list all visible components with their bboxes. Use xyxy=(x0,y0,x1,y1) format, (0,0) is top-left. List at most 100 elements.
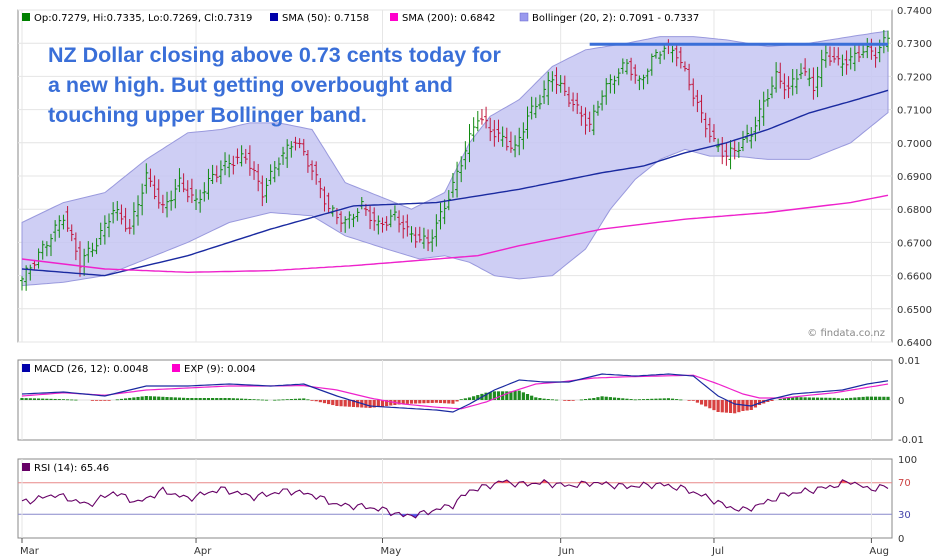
ohlc-bar xyxy=(94,238,99,255)
macd-histogram-bar xyxy=(832,397,836,400)
macd-histogram-bar xyxy=(430,400,434,403)
legend-swatch-macd xyxy=(22,364,30,372)
macd-histogram-bar xyxy=(749,400,753,410)
ohlc-bar xyxy=(156,179,161,209)
ohlc-bar xyxy=(322,186,327,212)
rsi-ytick-100: 100 xyxy=(898,455,917,466)
macd-histogram-bar xyxy=(128,397,132,400)
macd-histogram-bar xyxy=(306,399,310,401)
price-legend: Op:0.7279, Hi:0.7335, Lo:0.7269, Cl:0.73… xyxy=(22,12,699,24)
bollinger-band-area xyxy=(21,30,889,287)
macd-histogram-bar xyxy=(293,398,298,400)
macd-histogram-bar xyxy=(517,390,521,400)
ohlc-bar xyxy=(239,145,244,167)
macd-histogram-bar xyxy=(144,396,148,400)
ohlc-bar xyxy=(699,94,704,123)
macd-histogram-bar xyxy=(675,399,679,400)
ohlc-bar xyxy=(148,168,153,188)
macd-histogram-bar xyxy=(401,400,405,404)
ohlc-bar xyxy=(711,124,716,142)
macd-histogram-bar xyxy=(803,397,807,400)
macd-histogram-bar xyxy=(202,398,206,400)
ohlc-bar xyxy=(691,78,696,107)
macd-histogram-bar xyxy=(24,398,28,400)
macd-histogram-bar xyxy=(791,396,795,400)
macd-histogram-bar xyxy=(281,399,285,401)
macd-histogram-bar xyxy=(608,397,612,400)
macd-histogram-bar xyxy=(61,399,66,400)
macd-histogram-bar xyxy=(322,400,327,404)
price-ytick-label: 0.7200 xyxy=(897,72,932,83)
ohlc-bar xyxy=(757,99,762,131)
ohlc-bar xyxy=(865,38,870,59)
ohlc-bar xyxy=(177,168,182,193)
macd-histogram-bar xyxy=(140,396,144,400)
ohlc-bar xyxy=(185,180,190,203)
ohlc-bar xyxy=(886,30,890,52)
ohlc-bar xyxy=(786,76,791,99)
macd-histogram-bar xyxy=(699,400,704,405)
ohlc-bars xyxy=(20,29,890,291)
macd-histogram-bar xyxy=(28,398,32,400)
macd-histogram-bar xyxy=(857,397,861,400)
ohlc-bar xyxy=(318,178,323,199)
ohlc-bar xyxy=(343,216,348,233)
ohlc-bar xyxy=(600,90,605,111)
ohlc-bar xyxy=(194,189,199,211)
ohlc-bar xyxy=(732,140,737,160)
macd-histogram-bar xyxy=(277,399,281,401)
macd-histogram-bar xyxy=(240,398,244,400)
macd-histogram-bar xyxy=(74,399,78,401)
ohlc-bar xyxy=(90,242,95,257)
ohlc-bar xyxy=(392,205,397,221)
macd-histogram-bar xyxy=(327,400,331,405)
macd-histogram-bar xyxy=(219,398,223,400)
legend-rsi: RSI (14): 65.46 xyxy=(34,463,109,474)
macd-histogram-bar xyxy=(687,400,691,401)
ohlc-bar xyxy=(173,179,178,209)
price-y-axis: 0.6400 0.6500 0.6600 0.6700 0.6800 0.6900 0.70… xyxy=(897,6,932,349)
macd-histogram-bar xyxy=(227,398,231,400)
ohlc-bar xyxy=(566,86,571,107)
ohlc-bar xyxy=(355,208,360,222)
ohlc-bar xyxy=(637,75,642,91)
ohlc-bar xyxy=(479,108,484,125)
ohlc-bar xyxy=(769,76,774,99)
ohlc-bar xyxy=(670,45,675,63)
macd-histogram-bar xyxy=(621,398,625,400)
ohlc-bar xyxy=(587,111,592,132)
macd-histogram-bar xyxy=(339,400,343,407)
macd-histogram-bar xyxy=(513,391,517,400)
ohlc-bar xyxy=(28,264,33,281)
ohlc-bar xyxy=(413,227,418,248)
macd-histogram-bar xyxy=(886,396,890,400)
ohlc-bar xyxy=(496,119,501,143)
macd-histogram-bar xyxy=(583,399,588,400)
ohlc-bar xyxy=(513,135,518,158)
macd-histogram-bar xyxy=(728,400,733,413)
macd-histogram-bar xyxy=(94,400,99,401)
watermark: © findata.co.nz xyxy=(807,328,885,339)
macd-histogram-bar xyxy=(617,397,621,400)
macd-histogram-bar xyxy=(173,397,177,400)
macd-histogram-bar xyxy=(820,397,824,400)
ohlc-bar xyxy=(405,214,410,237)
macd-histogram-bar xyxy=(447,400,451,404)
macd-histogram-bar xyxy=(364,400,368,408)
ohlc-bar xyxy=(616,68,621,86)
macd-histogram-bar xyxy=(534,397,538,400)
ohlc-bar xyxy=(782,73,787,100)
macd-histogram-bar xyxy=(235,398,240,400)
macd-histogram-bar xyxy=(285,399,289,400)
macd-histogram-bar xyxy=(45,398,49,400)
macd-histogram-bar xyxy=(318,400,322,403)
macd-histogram-bar xyxy=(49,398,53,400)
macd-histogram-bar xyxy=(704,400,708,407)
macd-histogram-bar xyxy=(662,398,666,400)
ohlc-bar xyxy=(421,227,426,249)
macd-histogram-bar xyxy=(861,396,865,400)
ohlc-bar xyxy=(641,74,646,90)
macd-histogram-bar xyxy=(650,398,654,400)
ohlc-bar xyxy=(475,110,480,132)
ohlc-bar xyxy=(517,127,522,156)
